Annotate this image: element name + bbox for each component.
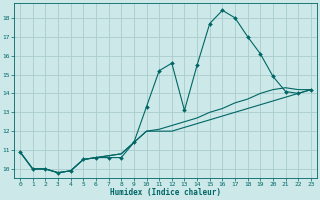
X-axis label: Humidex (Indice chaleur): Humidex (Indice chaleur) [110, 188, 221, 197]
